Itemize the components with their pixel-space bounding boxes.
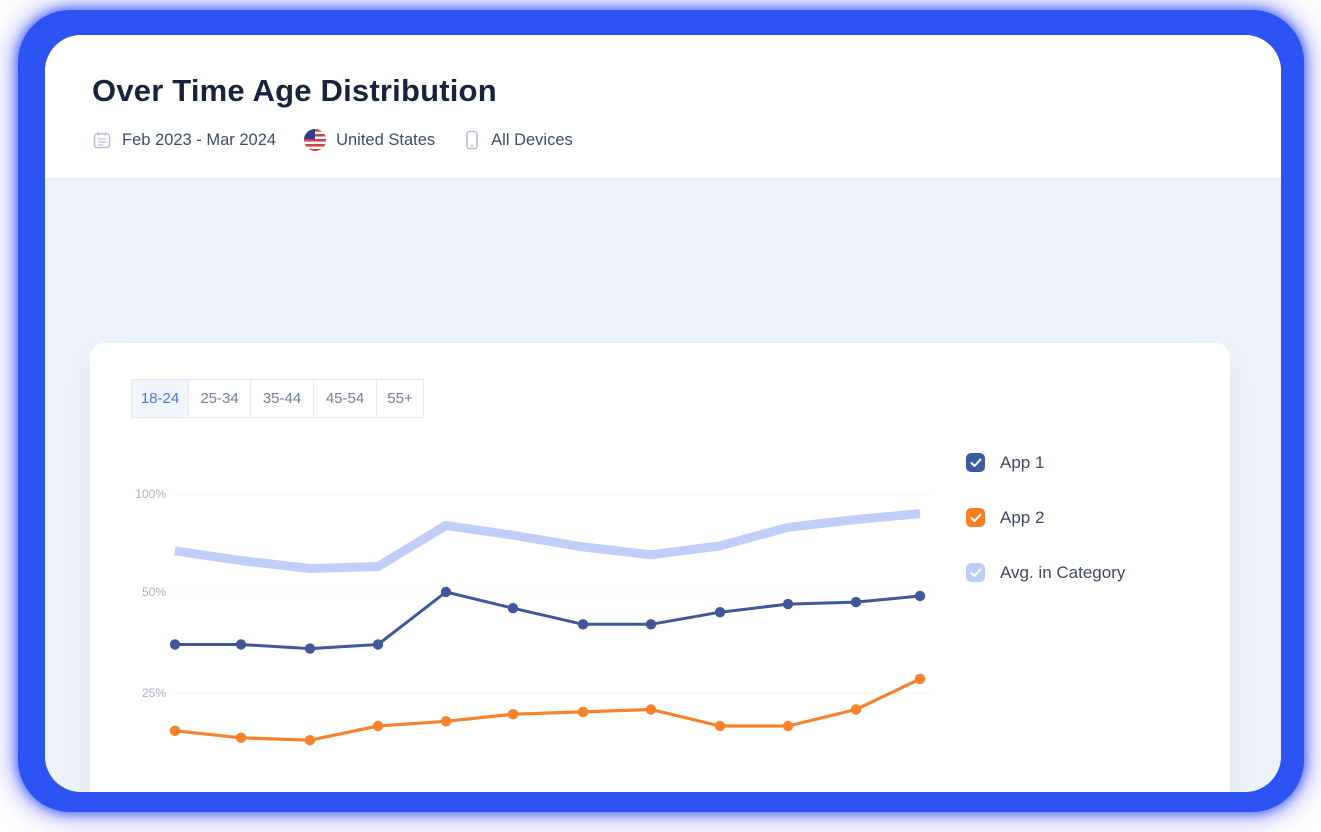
data-point-app-2 (914, 673, 926, 685)
data-point-app-2 (782, 720, 794, 732)
data-point-app-2 (235, 732, 247, 743)
series-line-app-1 (175, 590, 921, 651)
devices: All Devices (463, 130, 573, 150)
date-range-label: Feb 2023 - Mar 2024 (122, 130, 277, 149)
y-axis-label: 100% (135, 487, 166, 501)
data-point-app-2 (169, 725, 181, 736)
data-point-app-1 (914, 590, 926, 602)
data-point-app-1 (714, 607, 726, 618)
chart-legend: App 1 App 2 Avg. in Category (966, 453, 1125, 618)
age-group-tab-bar: 18-24 25-34 35-44 45-54 55+ (131, 379, 424, 418)
date-range: Feb 2023 - Mar 2024 (92, 130, 276, 150)
data-point-app-1 (372, 639, 384, 650)
legend-item: App 1 (966, 453, 1125, 472)
tab-age-35-44[interactable]: 35-44 (250, 379, 314, 418)
legend-label: App 1 (1000, 452, 1045, 472)
legend-checkbox-app-2[interactable] (966, 508, 985, 527)
data-point-app-1 (577, 619, 589, 630)
data-point-app-2 (577, 706, 589, 718)
tab-age-25-34[interactable]: 25-34 (188, 379, 251, 418)
mobile-device-icon (463, 130, 481, 150)
devices-label: All Devices (491, 130, 573, 149)
series-line-avg-in-category (174, 509, 921, 573)
page-title: Over Time Age Distribution (92, 73, 497, 108)
line-chart: 100%50%25%0%Aug 21Sep 22Oct 22Nov 22Dec … (135, 487, 932, 746)
legend-item: App 2 (966, 508, 1125, 527)
data-point-app-1 (645, 619, 657, 630)
country: United States (304, 129, 435, 151)
data-point-app-1 (169, 639, 181, 650)
data-point-app-1 (782, 598, 794, 610)
legend-item: Avg. in Category (966, 563, 1125, 582)
data-point-app-1 (507, 603, 519, 614)
data-point-app-1 (304, 643, 316, 654)
app-window: Over Time Age Distribution Feb 2023 (45, 35, 1281, 792)
legend-label: App 2 (1000, 507, 1045, 527)
data-point-app-2 (372, 720, 384, 732)
data-point-app-2 (714, 720, 726, 732)
legend-label: Avg. in Category (1000, 562, 1126, 582)
tab-age-45-54[interactable]: 45-54 (313, 379, 377, 418)
legend-checkbox-avg-in-category[interactable] (966, 563, 985, 582)
data-point-app-1 (850, 596, 862, 608)
data-point-app-2 (645, 704, 657, 715)
legend-checkbox-app-1[interactable] (966, 453, 985, 472)
data-point-app-1 (235, 639, 247, 650)
tab-age-55plus[interactable]: 55+ (376, 379, 424, 418)
country-label: United States (336, 130, 436, 149)
data-point-app-2 (850, 704, 862, 715)
calendar-icon (92, 130, 112, 150)
y-axis-label: 25% (142, 686, 166, 700)
data-point-app-1 (440, 586, 452, 598)
report-meta: Feb 2023 - Mar 2024 United States All De… (92, 129, 573, 151)
series-line-app-2 (174, 677, 921, 742)
page-header: Over Time Age Distribution Feb 2023 (45, 35, 1281, 178)
tab-age-18-24[interactable]: 18-24 (131, 379, 189, 418)
data-point-app-2 (507, 709, 519, 720)
y-axis-label: 50% (142, 585, 166, 599)
data-point-app-2 (440, 716, 452, 727)
data-point-app-2 (304, 735, 316, 746)
us-flag-icon (304, 129, 327, 151)
